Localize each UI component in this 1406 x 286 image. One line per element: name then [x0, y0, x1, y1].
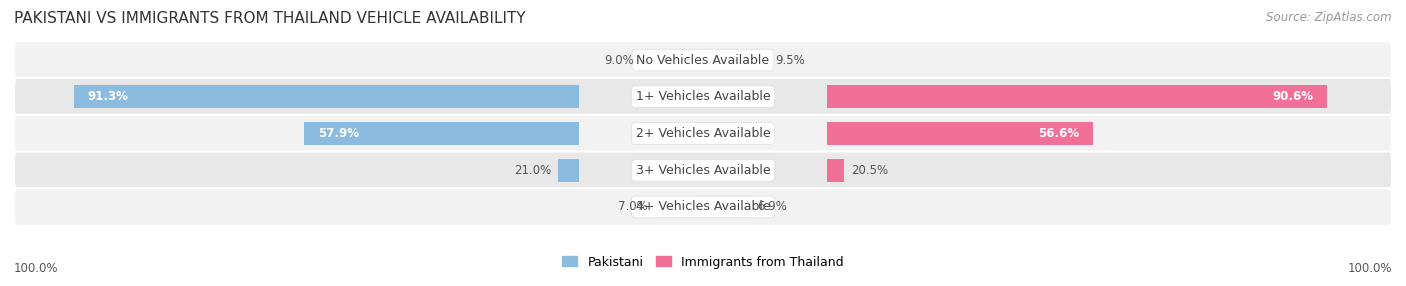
Bar — [827, 122, 1092, 145]
Bar — [827, 86, 1327, 108]
Text: 100.0%: 100.0% — [1347, 262, 1392, 275]
Text: 7.0%: 7.0% — [619, 200, 648, 213]
FancyBboxPatch shape — [14, 78, 1392, 116]
Bar — [75, 86, 579, 108]
Text: 3+ Vehicles Available: 3+ Vehicles Available — [636, 164, 770, 177]
FancyBboxPatch shape — [14, 115, 1392, 152]
Bar — [75, 86, 579, 108]
Text: 2+ Vehicles Available: 2+ Vehicles Available — [636, 127, 770, 140]
Bar — [655, 196, 703, 218]
Text: 6.9%: 6.9% — [758, 200, 787, 213]
FancyBboxPatch shape — [14, 41, 1392, 79]
Bar — [304, 122, 579, 145]
Bar — [827, 159, 844, 182]
Text: 56.6%: 56.6% — [1038, 127, 1080, 140]
Bar — [827, 159, 844, 182]
Bar — [558, 159, 579, 182]
Text: Source: ZipAtlas.com: Source: ZipAtlas.com — [1267, 11, 1392, 24]
Bar — [703, 49, 769, 72]
Text: 1+ Vehicles Available: 1+ Vehicles Available — [636, 90, 770, 103]
Text: PAKISTANI VS IMMIGRANTS FROM THAILAND VEHICLE AVAILABILITY: PAKISTANI VS IMMIGRANTS FROM THAILAND VE… — [14, 11, 526, 26]
Bar — [558, 159, 579, 182]
Legend: Pakistani, Immigrants from Thailand: Pakistani, Immigrants from Thailand — [558, 252, 848, 272]
Bar — [827, 86, 1327, 108]
FancyBboxPatch shape — [14, 152, 1392, 189]
Text: 9.0%: 9.0% — [605, 53, 634, 67]
Bar — [641, 49, 703, 72]
Text: 20.5%: 20.5% — [851, 164, 889, 177]
Text: 91.3%: 91.3% — [87, 90, 129, 103]
Bar — [827, 122, 1092, 145]
Text: 9.5%: 9.5% — [775, 53, 806, 67]
Text: 100.0%: 100.0% — [14, 262, 59, 275]
Text: No Vehicles Available: No Vehicles Available — [637, 53, 769, 67]
Text: 57.9%: 57.9% — [318, 127, 359, 140]
Bar — [304, 122, 579, 145]
FancyBboxPatch shape — [14, 188, 1392, 226]
Text: 21.0%: 21.0% — [515, 164, 551, 177]
Text: 90.6%: 90.6% — [1272, 90, 1313, 103]
Text: 4+ Vehicles Available: 4+ Vehicles Available — [636, 200, 770, 213]
Bar — [703, 196, 751, 218]
